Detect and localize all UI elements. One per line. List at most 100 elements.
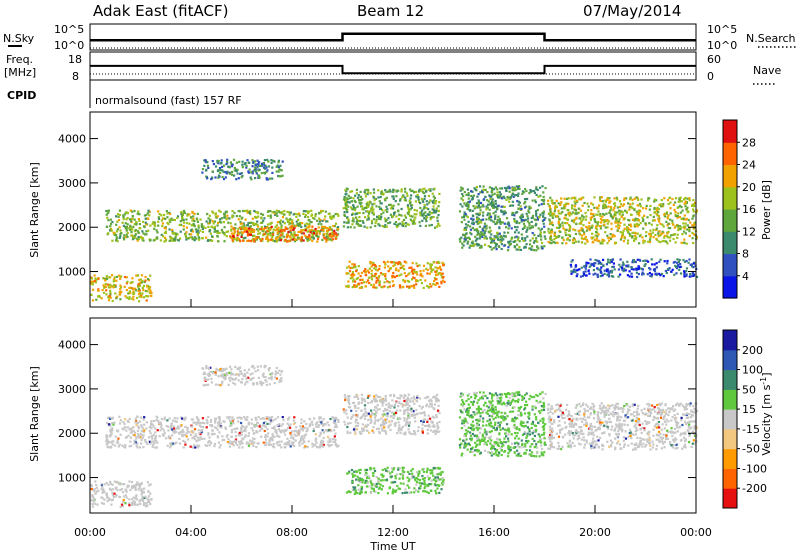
data-cell bbox=[519, 205, 522, 208]
data-cell bbox=[648, 267, 651, 270]
data-cell bbox=[165, 437, 168, 440]
data-cell bbox=[167, 425, 170, 428]
data-cell bbox=[271, 171, 274, 174]
data-cell bbox=[492, 247, 495, 250]
data-cell bbox=[279, 234, 282, 238]
data-cell bbox=[145, 299, 148, 302]
data-cell bbox=[366, 269, 369, 272]
data-cell bbox=[490, 237, 493, 240]
data-cell bbox=[198, 432, 201, 435]
data-cell bbox=[589, 264, 593, 267]
data-cell bbox=[482, 188, 485, 191]
data-cell bbox=[134, 289, 138, 292]
data-cell bbox=[495, 222, 498, 225]
data-cell bbox=[261, 221, 264, 224]
data-cell bbox=[428, 201, 431, 204]
data-cell bbox=[263, 159, 266, 162]
data-cell bbox=[119, 286, 123, 289]
data-cell bbox=[587, 270, 590, 273]
data-cell bbox=[239, 172, 242, 175]
data-cell bbox=[483, 222, 486, 225]
data-cell bbox=[241, 226, 244, 230]
data-cell bbox=[411, 268, 414, 271]
data-cell bbox=[101, 485, 104, 489]
data-cell bbox=[224, 427, 227, 430]
data-cell bbox=[121, 505, 124, 508]
data-cell bbox=[405, 423, 408, 426]
data-cell bbox=[364, 216, 367, 219]
colorbar-segment bbox=[723, 253, 737, 277]
data-cell bbox=[317, 425, 320, 428]
data-cell bbox=[682, 217, 685, 220]
data-cell bbox=[517, 186, 520, 189]
data-cell bbox=[242, 429, 245, 432]
data-cell bbox=[132, 433, 135, 437]
data-cell bbox=[209, 370, 212, 373]
data-cell bbox=[593, 206, 596, 209]
data-cell bbox=[381, 208, 384, 212]
data-cell bbox=[477, 199, 480, 202]
data-cell bbox=[383, 197, 386, 201]
data-cell bbox=[640, 267, 643, 270]
data-cell bbox=[539, 231, 542, 235]
data-cell bbox=[370, 269, 373, 272]
data-cell bbox=[189, 433, 193, 436]
data-cell bbox=[621, 261, 625, 264]
data-cell bbox=[192, 435, 196, 438]
data-cell bbox=[136, 481, 139, 484]
data-cell bbox=[666, 235, 669, 238]
data-cell bbox=[345, 221, 348, 224]
data-cell bbox=[176, 233, 179, 236]
data-cell bbox=[166, 221, 169, 224]
data-cell bbox=[691, 237, 694, 240]
data-cell bbox=[93, 274, 96, 277]
y-tick-label: 3000 bbox=[58, 177, 86, 190]
data-cell bbox=[201, 367, 204, 370]
data-cell bbox=[328, 228, 331, 231]
data-cell bbox=[132, 295, 135, 298]
data-cell bbox=[228, 416, 231, 419]
data-cell bbox=[603, 213, 606, 216]
data-cell bbox=[198, 438, 201, 441]
data-cell bbox=[426, 428, 429, 431]
data-cell bbox=[680, 241, 683, 244]
data-cell bbox=[429, 283, 432, 286]
data-cell bbox=[379, 272, 383, 275]
data-cell bbox=[410, 266, 413, 269]
data-cell bbox=[115, 275, 119, 278]
data-cell bbox=[243, 227, 246, 230]
data-cell bbox=[632, 268, 635, 271]
data-cell bbox=[503, 222, 506, 225]
data-cell bbox=[229, 424, 232, 428]
data-cell bbox=[266, 235, 269, 238]
data-cell bbox=[255, 238, 258, 241]
data-cell bbox=[129, 228, 132, 231]
data-cell bbox=[129, 440, 132, 443]
data-cell bbox=[525, 212, 528, 215]
data-cell bbox=[366, 210, 369, 213]
data-cell bbox=[613, 202, 616, 205]
data-cell bbox=[358, 286, 362, 289]
data-cell bbox=[428, 272, 431, 275]
data-cell bbox=[234, 431, 237, 434]
data-cell bbox=[283, 433, 287, 436]
data-cell bbox=[482, 185, 485, 188]
data-cell bbox=[139, 236, 142, 239]
data-cell bbox=[362, 212, 365, 215]
data-cell bbox=[355, 212, 358, 215]
data-cell bbox=[679, 228, 682, 231]
data-cell bbox=[332, 440, 335, 443]
data-cell bbox=[535, 214, 538, 217]
data-cell bbox=[684, 222, 687, 225]
data-cell bbox=[134, 417, 137, 420]
data-cell bbox=[610, 222, 613, 225]
data-cell bbox=[469, 228, 473, 231]
data-cell bbox=[126, 484, 129, 487]
y-tick-label: 2000 bbox=[58, 221, 86, 234]
data-cell bbox=[225, 230, 228, 233]
data-cell bbox=[487, 245, 490, 248]
data-cell bbox=[612, 209, 615, 212]
data-cell bbox=[137, 435, 140, 438]
data-cell bbox=[102, 284, 105, 287]
data-cell bbox=[130, 486, 134, 490]
